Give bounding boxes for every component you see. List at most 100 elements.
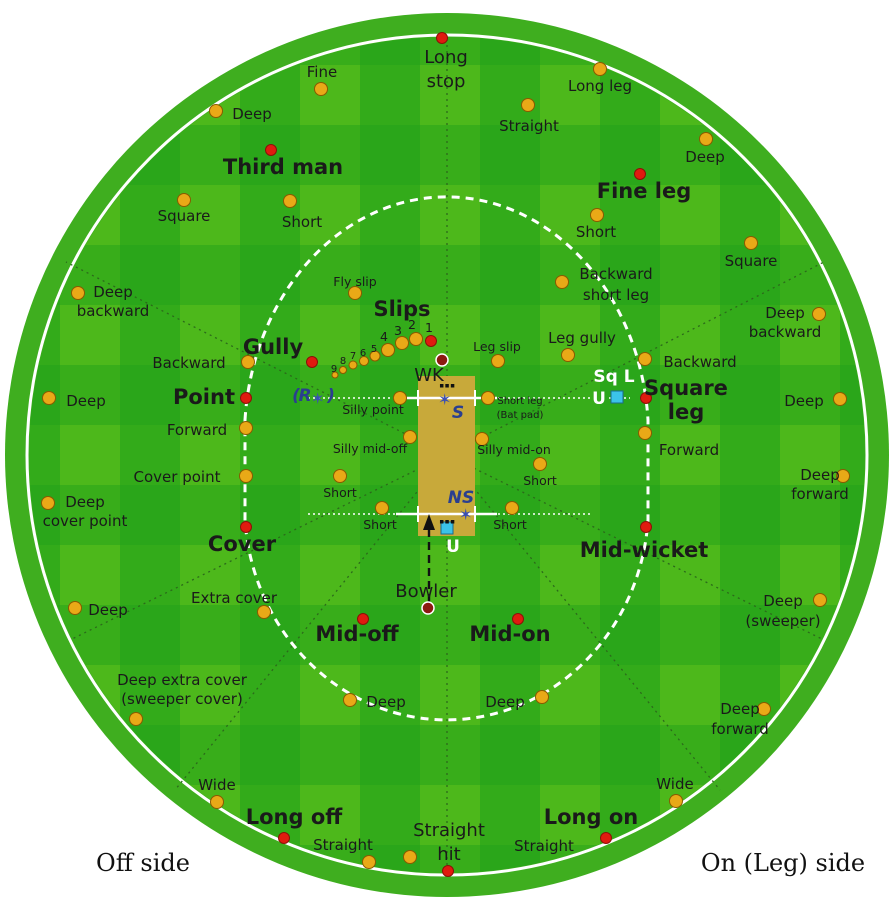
label-wide-long-off: Wide (198, 776, 235, 794)
fielder-marker (177, 193, 191, 207)
fielder-marker (403, 850, 417, 864)
bowler-runup-arrow (423, 514, 435, 602)
fielder-marker (362, 855, 376, 869)
label-leg-slip: Leg slip (473, 339, 521, 354)
fielder-marker (209, 104, 223, 118)
fielder-marker (491, 354, 505, 368)
label-backward-short-leg-line2: short leg (583, 286, 649, 304)
slip-number: 8 (340, 356, 346, 367)
sector-lines (65, 40, 825, 870)
sector-line (69, 454, 448, 641)
fielder-marker (129, 712, 143, 726)
sector-line (65, 261, 448, 456)
label-deep-forward-midwicket-line2: forward (711, 720, 769, 738)
label-third-man: Third man (223, 155, 343, 179)
standard-fielder-marker (436, 32, 448, 44)
label-deep-backward-square-line2: backward (749, 323, 822, 341)
label-extra-cover: Extra cover (191, 589, 278, 607)
standard-fielder-marker (640, 521, 652, 533)
standard-fielder-marker (240, 392, 252, 404)
label-deep-extra-cover-short: Deep (88, 601, 128, 619)
fielder-marker (505, 501, 519, 515)
label-deep-cover-point-line1: Deep (65, 493, 105, 511)
label-leg-gully: Leg gully (548, 329, 616, 347)
fielder-marker (369, 350, 381, 362)
fielder-marker (744, 236, 758, 250)
label-silly-point: Silly point (342, 402, 404, 417)
fielder-marker (239, 469, 253, 483)
label-short-third: Short (282, 213, 322, 231)
label-backward-point: Backward (152, 354, 225, 372)
label-square-third: Square (158, 207, 211, 225)
wicketkeeper-marker (435, 353, 449, 367)
slip-number: 7 (350, 351, 356, 362)
fielder-marker (403, 430, 417, 444)
label-long-off: Long off (246, 805, 344, 829)
fielder-marker (348, 360, 358, 370)
label-mid-on: Mid-on (469, 622, 550, 646)
sector-line (446, 454, 825, 641)
fielder-marker (638, 426, 652, 440)
label-cover: Cover (208, 532, 277, 556)
grass-stripe (600, 37, 660, 873)
standard-fielder-marker (425, 335, 437, 347)
standard-fielder-marker (306, 356, 318, 368)
label-short-fine-leg: Short (576, 223, 616, 241)
fielder-marker (42, 391, 56, 405)
fielder-marker (593, 62, 607, 76)
bowler-marker (421, 601, 435, 615)
fielder-marker (813, 593, 827, 607)
label-silly-mid-on: Silly mid-on (477, 442, 551, 457)
fielder-marker (699, 132, 713, 146)
label-slips: Slips (373, 297, 430, 321)
fielder-marker (68, 601, 82, 615)
label-fly-slip: Fly slip (333, 274, 376, 289)
label-deep-mid-off: Deep (366, 693, 406, 711)
label-deep-mid-on: Deep (485, 693, 525, 711)
fielder-marker (757, 702, 771, 716)
fielder-marker (343, 693, 357, 707)
label-deep-forward-square-line1: Deep (800, 466, 840, 484)
label-umpire: U (446, 537, 460, 557)
label-gully: Gully (243, 335, 304, 359)
fielder-marker (381, 343, 395, 357)
fielder-marker (339, 366, 347, 374)
label-deep-backward-point-line2: backward (77, 302, 150, 320)
standard-fielder-marker (265, 144, 277, 156)
label-non-striker: NS (448, 488, 474, 508)
batsman-icons: ✶ ✶ ✶ (311, 389, 472, 524)
pitch (418, 376, 475, 536)
label-deep-fine-leg: Deep (685, 148, 725, 166)
label-striker: S (452, 403, 464, 423)
standard-fielder-marker (278, 832, 290, 844)
fielder-marker (348, 286, 362, 300)
label-runner-paren-close: ) (326, 386, 335, 406)
label-wide-long-on: Wide (656, 775, 693, 793)
fielder-marker (375, 501, 389, 515)
on-side-label: On (Leg) side (701, 849, 865, 877)
label-silly-mid-off: Silly mid-off (333, 441, 408, 456)
fielder-marker (533, 457, 547, 471)
label-short-cover: Short (323, 485, 357, 500)
label-mid-off: Mid-off (315, 622, 399, 646)
label-point: Point (173, 385, 235, 409)
label-straight-long-leg: Straight (499, 117, 559, 135)
fielder-marker (669, 794, 683, 808)
slip-number: 4 (380, 329, 388, 344)
label-square-leg-line1: Square (644, 376, 728, 400)
label-deep-cover-point-line2: cover point (43, 512, 128, 530)
fielder-marker (475, 432, 489, 446)
umpire-square-leg-icon (610, 390, 624, 404)
label-short-midwicket: Short (523, 473, 557, 488)
label-fine-leg: Fine leg (597, 179, 692, 203)
label-square-leg-line2: leg (668, 400, 704, 424)
fielder-marker (561, 348, 575, 362)
fielder-marker (833, 392, 847, 406)
slip-number: 9 (331, 364, 337, 375)
fielder-marker (409, 332, 423, 346)
fielder-marker (359, 356, 369, 366)
label-deep-backward-square-line1: Deep (765, 304, 805, 322)
inner-circle (243, 195, 650, 722)
